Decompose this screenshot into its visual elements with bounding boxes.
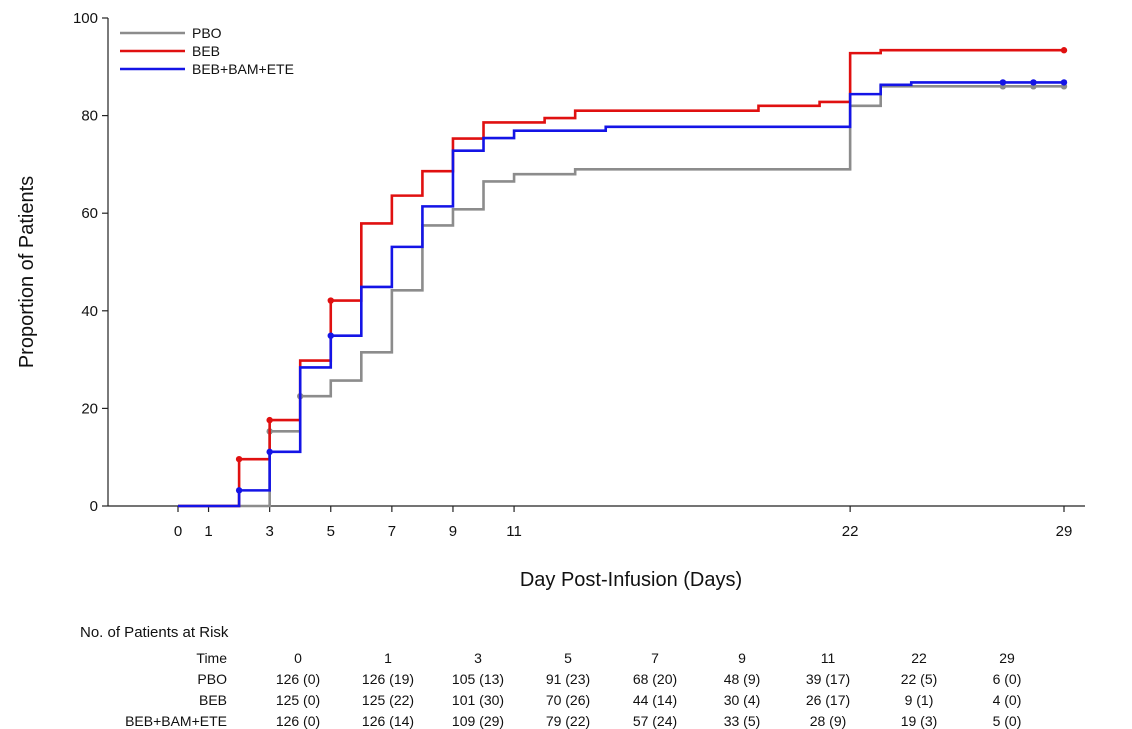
y-tick-label: 80 [81, 108, 98, 125]
censor-mark [1060, 79, 1068, 86]
x-tick-label: 3 [265, 523, 273, 540]
censor-mark [327, 332, 334, 339]
y-tick-label: 100 [73, 10, 98, 27]
legend-label: BEB+BAM+ETE [192, 61, 294, 77]
y-axis-label: Proportion of Patients [16, 176, 38, 368]
y-tick-label: 0 [90, 498, 98, 515]
censor-mark [1030, 79, 1037, 86]
y-tick-label: 40 [81, 303, 98, 320]
x-tick-label: 5 [327, 523, 335, 540]
x-tick-label: 9 [449, 523, 457, 540]
legend-label: BEB [192, 43, 220, 59]
censor-mark [266, 448, 273, 456]
series-line-beb-bam-ete [178, 81, 1064, 508]
censor-mark [1060, 47, 1068, 54]
censor-mark [235, 455, 243, 463]
x-axis-label: Day Post-Infusion (Days) [520, 569, 742, 591]
x-tick-label: 22 [842, 523, 859, 540]
censor-mark [235, 487, 243, 494]
x-tick-label: 0 [174, 523, 182, 540]
y-tick-label: 20 [81, 400, 98, 417]
x-tick-label: 11 [506, 523, 522, 540]
x-tick-label: 1 [204, 523, 212, 540]
series-line-beb [178, 48, 1064, 508]
x-tick-label: 29 [1056, 523, 1073, 540]
x-tick-label: 7 [388, 523, 396, 540]
censor-mark [327, 297, 334, 304]
censor-mark [999, 79, 1007, 86]
y-tick-label: 60 [81, 205, 98, 222]
series-line-pbo [178, 85, 1064, 508]
legend-label: PBO [192, 25, 222, 41]
censor-mark [266, 416, 273, 424]
